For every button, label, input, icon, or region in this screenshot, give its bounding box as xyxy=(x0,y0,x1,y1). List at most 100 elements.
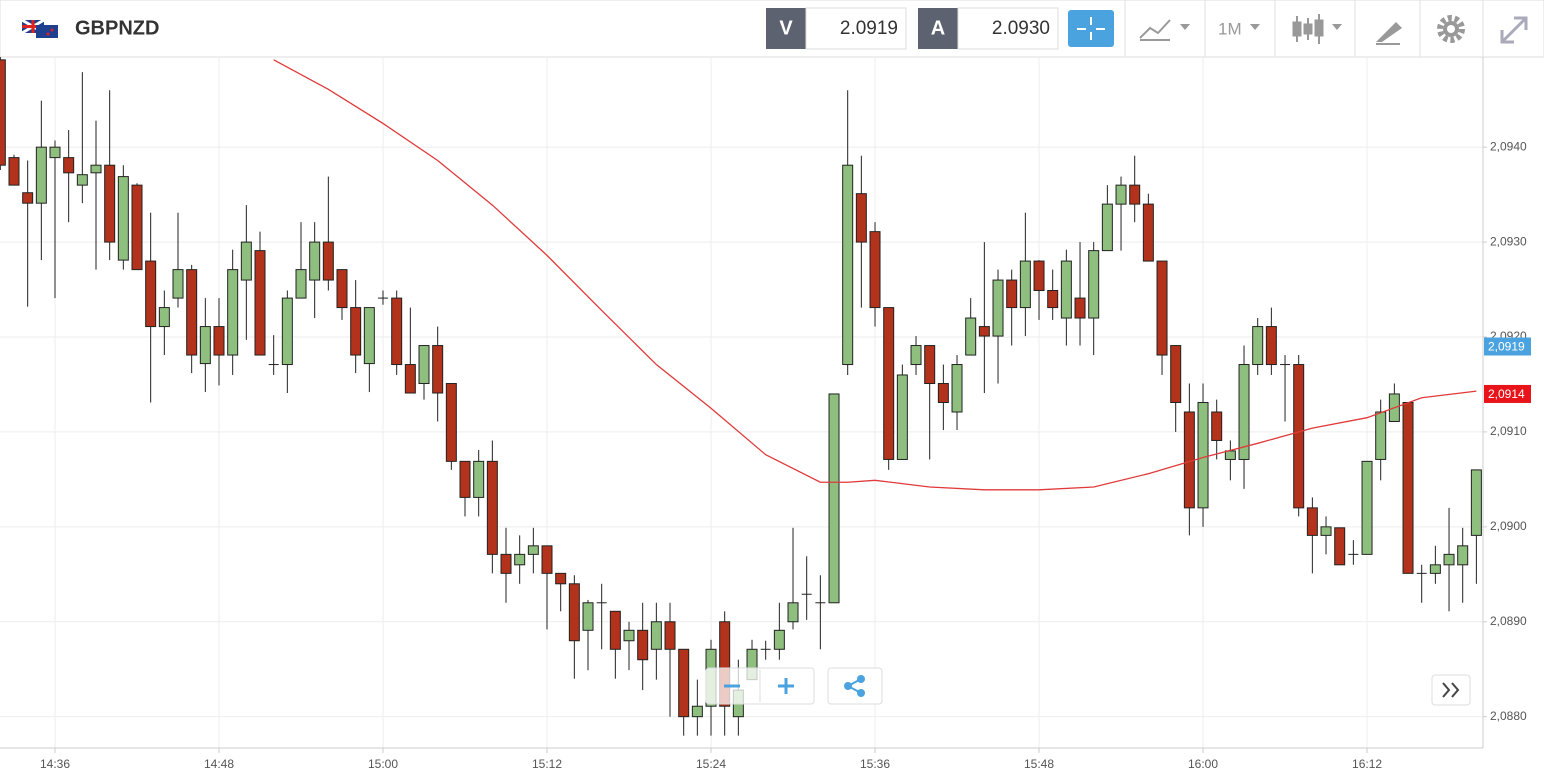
candle-body xyxy=(1170,345,1182,403)
candle-body xyxy=(240,241,252,281)
crosshair-button[interactable] xyxy=(1068,10,1114,47)
y-tick-label: 2,0940 xyxy=(1490,139,1527,153)
candle-body xyxy=(815,602,826,604)
chart-type-button[interactable] xyxy=(1292,14,1342,44)
candle-body xyxy=(1402,402,1414,574)
price-marker-label: 2,0914 xyxy=(1488,387,1525,401)
toolbar-separators xyxy=(1124,0,1484,57)
candle-body xyxy=(637,629,649,661)
candle-body xyxy=(445,383,457,462)
candle-body xyxy=(609,610,621,650)
flag-icon xyxy=(21,18,58,38)
ask-badge xyxy=(918,8,958,49)
candle-body xyxy=(378,297,389,299)
ask-label: A xyxy=(931,17,945,39)
candle-body xyxy=(76,174,88,186)
bid-field xyxy=(805,7,907,50)
x-tick-label: 15:00 xyxy=(368,757,398,771)
candle-body xyxy=(295,269,307,299)
candle-body xyxy=(650,621,662,650)
indicator-button[interactable] xyxy=(1139,19,1190,41)
candle-body xyxy=(582,602,594,631)
candle-body xyxy=(418,345,430,385)
candle-body xyxy=(773,629,785,650)
timeframe: 1M xyxy=(1218,19,1242,38)
ask-field xyxy=(957,7,1059,50)
candle-body xyxy=(978,326,990,337)
y-tick-label: 2,0900 xyxy=(1490,519,1527,533)
candle-body xyxy=(623,629,635,642)
candle-body xyxy=(391,297,403,366)
bid-label: V xyxy=(779,17,793,39)
candle-body xyxy=(336,269,348,309)
candle-body xyxy=(309,241,321,281)
candle-body xyxy=(1429,564,1441,574)
candle-body xyxy=(186,269,198,356)
x-tick-label: 15:36 xyxy=(860,757,890,771)
fullscreen-button[interactable] xyxy=(1500,16,1528,44)
candle-body xyxy=(268,364,279,366)
zoom-in-button[interactable] xyxy=(778,678,794,694)
candle-body xyxy=(992,279,1004,337)
candle-body xyxy=(22,192,34,204)
candle-body xyxy=(896,374,908,460)
candle-body xyxy=(1074,297,1086,319)
candle-body xyxy=(1375,411,1387,460)
candle-body xyxy=(1306,507,1318,536)
bid-value: 2.0919 xyxy=(840,18,898,39)
candle-body xyxy=(760,648,771,650)
candle-body xyxy=(855,193,867,243)
candle-body xyxy=(104,164,116,243)
candle-body xyxy=(678,648,690,718)
candle-body xyxy=(828,393,840,604)
toolbar: GBPNZD V 2.0919 A 2.0930 1M xyxy=(0,0,1544,58)
candle-body xyxy=(459,460,471,498)
candle-body xyxy=(322,241,334,281)
candle-body xyxy=(1101,203,1113,252)
candle-body xyxy=(49,146,61,159)
candle-body xyxy=(8,157,20,186)
candle-body xyxy=(1280,364,1291,366)
draw-button[interactable] xyxy=(1376,22,1402,45)
candle-body xyxy=(1142,203,1154,262)
price-marker-label: 2,0919 xyxy=(1488,340,1525,354)
timeframe-button[interactable]: 1M xyxy=(1218,19,1260,38)
settings-button[interactable] xyxy=(1437,15,1465,43)
x-tick-label: 15:12 xyxy=(532,757,562,771)
candle-body xyxy=(473,460,485,498)
moving-average xyxy=(273,59,1477,491)
candle-body xyxy=(1348,553,1359,555)
candle-body xyxy=(158,307,170,328)
candle-body xyxy=(1252,326,1264,366)
candle-body xyxy=(254,250,266,356)
candle-body xyxy=(90,164,102,174)
price-marker xyxy=(1484,337,1531,356)
price-marker xyxy=(1484,384,1531,403)
share-button[interactable] xyxy=(827,667,883,705)
candle-body xyxy=(1443,553,1455,566)
candle-body xyxy=(63,157,75,174)
bid-badge xyxy=(766,8,806,49)
candle-body xyxy=(719,621,731,707)
candle-body xyxy=(1416,572,1427,574)
candle-body xyxy=(1129,184,1141,205)
candle-body xyxy=(172,269,184,299)
candle-body xyxy=(363,307,375,365)
candle-body xyxy=(213,326,225,356)
scroll-end-button[interactable] xyxy=(1431,674,1471,706)
candle-body xyxy=(1156,260,1168,356)
candle-body xyxy=(555,572,567,585)
candle-body xyxy=(596,602,607,604)
x-tick-label: 16:12 xyxy=(1352,757,1382,771)
candle-body xyxy=(1115,184,1127,205)
candle-body xyxy=(1197,402,1209,509)
symbol: GBPNZD xyxy=(75,17,159,39)
candle-body xyxy=(1470,469,1482,536)
candle-body xyxy=(787,602,799,623)
candle-body xyxy=(664,621,676,650)
x-tick-label: 14:36 xyxy=(40,757,70,771)
candle-body xyxy=(350,307,362,356)
candle-body xyxy=(145,260,157,328)
candle-body xyxy=(0,59,6,166)
